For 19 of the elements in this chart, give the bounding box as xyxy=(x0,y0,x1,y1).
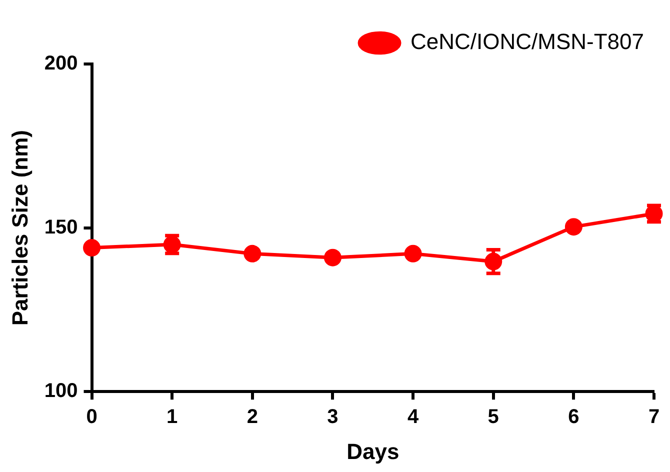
x-tick-label: 5 xyxy=(488,406,499,428)
legend-label: CeNC/IONC/MSN-T807 xyxy=(410,29,644,54)
x-axis-title: Days xyxy=(346,438,400,464)
x-tick-label: 6 xyxy=(568,406,580,428)
x-tick-label: 4 xyxy=(407,406,420,428)
x-tick-label: 0 xyxy=(86,406,98,428)
x-tick-label: 7 xyxy=(648,406,660,428)
point xyxy=(324,248,342,266)
x-tick-label: 2 xyxy=(246,406,258,428)
point xyxy=(564,218,582,236)
point xyxy=(83,239,101,257)
y-axis-title: Particles Size (nm) xyxy=(7,130,32,326)
y-tick-label: 200 xyxy=(44,52,78,75)
x-tick-label: 1 xyxy=(166,406,178,428)
y-tick-label: 150 xyxy=(44,216,78,238)
point xyxy=(404,244,422,262)
x-tick-label: 3 xyxy=(327,406,338,428)
y-tick-label: 100 xyxy=(44,380,78,402)
point xyxy=(244,244,262,262)
